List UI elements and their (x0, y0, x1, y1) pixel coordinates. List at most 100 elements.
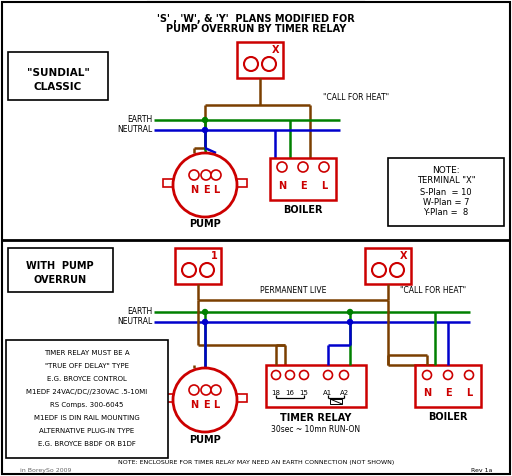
Text: PUMP: PUMP (189, 219, 221, 229)
Text: "SUNDIAL": "SUNDIAL" (27, 68, 90, 78)
Bar (237, 394, 247, 402)
Circle shape (189, 170, 199, 180)
Bar (365, 248, 411, 284)
Circle shape (203, 118, 207, 122)
Text: ALTERNATIVE PLUG-IN TYPE: ALTERNATIVE PLUG-IN TYPE (39, 428, 135, 434)
Text: CLASSIC: CLASSIC (34, 82, 82, 92)
Text: PUMP: PUMP (189, 435, 221, 445)
Text: L: L (321, 181, 327, 191)
Circle shape (173, 153, 237, 217)
Text: in BoreySo 2009: in BoreySo 2009 (20, 468, 72, 473)
Text: L: L (213, 400, 219, 410)
Bar (266, 365, 366, 407)
Bar (270, 158, 336, 200)
Circle shape (324, 370, 332, 379)
Text: 18: 18 (271, 390, 281, 396)
Text: S-Plan  = 10: S-Plan = 10 (420, 188, 472, 197)
Text: RS Comps. 300-6045: RS Comps. 300-6045 (50, 402, 124, 408)
Text: EARTH: EARTH (127, 116, 152, 125)
Text: 30sec ~ 10mn RUN-ON: 30sec ~ 10mn RUN-ON (271, 425, 360, 434)
Circle shape (319, 162, 329, 172)
Circle shape (443, 370, 453, 379)
Text: PUMP OVERRUN BY TIMER RELAY: PUMP OVERRUN BY TIMER RELAY (166, 24, 346, 34)
Text: W-Plan = 7: W-Plan = 7 (423, 198, 470, 207)
Text: 'S' , 'W', & 'Y'  PLANS MODIFIED FOR: 'S' , 'W', & 'Y' PLANS MODIFIED FOR (157, 14, 355, 24)
Text: 15: 15 (300, 390, 308, 396)
Bar (237, 42, 283, 78)
Circle shape (211, 170, 221, 180)
Text: X: X (400, 251, 408, 261)
Text: N: N (278, 181, 286, 191)
Text: BOILER: BOILER (283, 205, 323, 215)
Circle shape (372, 263, 386, 277)
Text: Rev 1a: Rev 1a (471, 468, 492, 473)
Circle shape (203, 309, 207, 315)
Circle shape (200, 263, 214, 277)
Circle shape (201, 385, 211, 395)
Circle shape (173, 368, 237, 432)
Text: EARTH: EARTH (127, 307, 152, 317)
Text: WITH  PUMP: WITH PUMP (26, 261, 94, 271)
Text: A1: A1 (324, 390, 333, 396)
Text: TIMER RELAY MUST BE A: TIMER RELAY MUST BE A (44, 350, 130, 356)
Text: M1EDF IS DIN RAIL MOUNTING: M1EDF IS DIN RAIL MOUNTING (34, 415, 140, 421)
Circle shape (339, 370, 349, 379)
Circle shape (211, 385, 221, 395)
Text: M1EDF 24VAC/DC//230VAC .5-10MI: M1EDF 24VAC/DC//230VAC .5-10MI (27, 389, 147, 395)
Text: E.G. BROYCE B8DF OR B1DF: E.G. BROYCE B8DF OR B1DF (38, 441, 136, 447)
Text: L: L (466, 388, 472, 398)
Circle shape (203, 128, 207, 132)
Text: E: E (203, 400, 209, 410)
Text: Y-Plan =  8: Y-Plan = 8 (423, 208, 468, 217)
Circle shape (390, 263, 404, 277)
Text: X: X (272, 45, 280, 55)
Bar (148, 2, 364, 40)
Bar (175, 248, 221, 284)
Text: TERMINAL "X": TERMINAL "X" (417, 176, 475, 185)
Bar (163, 394, 173, 402)
Circle shape (244, 57, 258, 71)
Text: NOTE: ENCLOSURE FOR TIMER RELAY MAY NEED AN EARTH CONNECTION (NOT SHOWN): NOTE: ENCLOSURE FOR TIMER RELAY MAY NEED… (118, 460, 394, 465)
Text: OVERRUN: OVERRUN (33, 275, 87, 285)
Text: N: N (190, 400, 198, 410)
Text: L: L (213, 185, 219, 195)
Text: 16: 16 (286, 390, 294, 396)
Circle shape (348, 309, 352, 315)
Circle shape (298, 162, 308, 172)
Circle shape (182, 263, 196, 277)
Text: E: E (203, 185, 209, 195)
Bar (8, 52, 108, 100)
Text: "CALL FOR HEAT": "CALL FOR HEAT" (400, 286, 466, 295)
Text: 1: 1 (210, 251, 218, 261)
Circle shape (348, 319, 352, 325)
Circle shape (271, 370, 281, 379)
Circle shape (286, 370, 294, 379)
Bar (330, 399, 342, 404)
Text: E.G. BROYCE CONTROL: E.G. BROYCE CONTROL (47, 376, 127, 382)
Text: N: N (423, 388, 431, 398)
Text: NEUTRAL: NEUTRAL (117, 317, 152, 327)
Text: TIMER RELAY: TIMER RELAY (280, 413, 352, 423)
Text: PERMANENT LIVE: PERMANENT LIVE (260, 286, 326, 295)
Text: BOILER: BOILER (428, 412, 468, 422)
Text: E: E (445, 388, 451, 398)
Circle shape (203, 319, 207, 325)
Text: N: N (190, 185, 198, 195)
Text: A2: A2 (339, 390, 349, 396)
Circle shape (464, 370, 474, 379)
Circle shape (262, 57, 276, 71)
Bar (163, 179, 173, 187)
Circle shape (277, 162, 287, 172)
Circle shape (201, 170, 211, 180)
Bar (8, 248, 113, 292)
Circle shape (189, 385, 199, 395)
Text: NOTE:: NOTE: (432, 166, 460, 175)
Bar (6, 340, 168, 458)
Circle shape (300, 370, 309, 379)
Bar (237, 179, 247, 187)
Bar (415, 365, 481, 407)
Circle shape (422, 370, 432, 379)
Bar (388, 158, 504, 226)
Text: "CALL FOR HEAT": "CALL FOR HEAT" (323, 93, 389, 102)
Text: "TRUE OFF DELAY" TYPE: "TRUE OFF DELAY" TYPE (45, 363, 129, 369)
